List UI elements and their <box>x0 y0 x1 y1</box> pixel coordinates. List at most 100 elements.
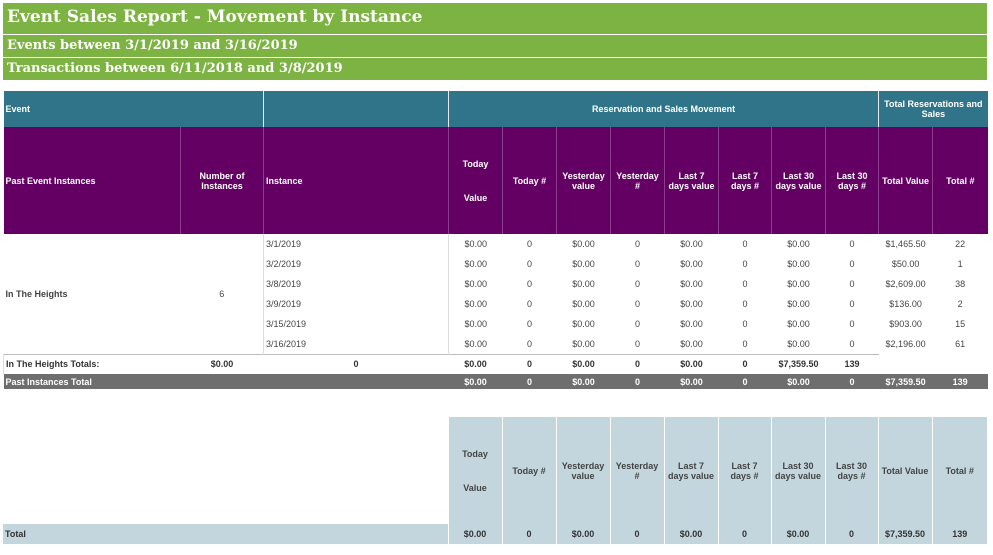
cell-value: 38 <box>955 279 966 289</box>
cell-value: $50.00 <box>891 259 920 269</box>
transactions-range: Transactions between 6/11/2018 and 3/8/2… <box>3 58 987 80</box>
cell-value: 0 <box>609 524 664 544</box>
header-last7-value: Last 7 days value <box>664 127 719 234</box>
header-row-columns: Past Event Instances Number of Instances… <box>3 127 988 234</box>
cell-value: $0.00 <box>787 319 810 329</box>
cell-value: 0 <box>849 319 855 329</box>
header-last7-value: Last 7 days value <box>663 417 718 524</box>
cell-value: 1 <box>957 259 963 269</box>
header-past-event-instances: Past Event Instances <box>3 127 181 234</box>
cell-value: 139 <box>931 524 987 544</box>
cell-value: 0 <box>718 374 772 389</box>
cell-value: 0 <box>849 239 855 249</box>
cell-value: $0.00 <box>448 353 503 374</box>
cell-value: $0.00 <box>680 279 703 289</box>
cell-value: $0.00 <box>663 524 718 544</box>
instance-date: 3/2/2019 <box>263 254 449 274</box>
cell-value: 0 <box>742 239 748 249</box>
cell-value: $0.00 <box>572 279 595 289</box>
header-today-value-b: Value <box>463 192 488 203</box>
cell-value: 0 <box>742 279 748 289</box>
cell-value: 0 <box>501 524 556 544</box>
cell-value: $0.00 <box>448 294 503 314</box>
table-row: In The Heights 6 3/1/2019 $0.00 0 $0.00 0 $0.00… <box>4 234 988 299</box>
header-today-value: Today Value <box>448 127 503 234</box>
cell-value: 0 <box>527 338 533 349</box>
cell-value: 0 <box>717 524 771 544</box>
cell-value: 0 <box>825 374 879 389</box>
event-totals-label: In The Heights Totals: <box>3 353 181 374</box>
cell-value: 0 <box>849 299 855 309</box>
cell-value: 139 <box>825 353 879 374</box>
cell-value: $0.00 <box>680 239 703 249</box>
header-yesterday-num: Yesterday # <box>609 417 664 524</box>
table-row: 3/15/2019 $0.00 0 $0.00 0 $0.00 0 $0.00 0 $903.00… <box>4 314 988 334</box>
events-range: Events between 3/1/2019 and 3/16/2019 <box>3 35 987 57</box>
cell-value: 0 <box>742 319 748 329</box>
cell-value: $0.00 <box>787 279 810 289</box>
cell-value: 139 <box>932 374 988 389</box>
cell-value: 0 <box>610 353 665 374</box>
cell-value: 2 <box>957 299 963 309</box>
cell-value: $0.00 <box>572 239 595 249</box>
table-row: 3/2/2019 $0.00 0 $0.00 0 $0.00 0 $0.00 0 $50.00 1 <box>4 254 988 274</box>
cell-value: $0.00 <box>448 374 503 389</box>
header-yesterday-value: Yesterday value <box>556 127 611 234</box>
instance-date: 3/8/2019 <box>263 274 449 294</box>
instance-date: 3/15/2019 <box>263 314 449 334</box>
cell-value: 0 <box>527 319 533 329</box>
cell-value: $0.00 <box>770 524 825 544</box>
header-yesterday-num: Yesterday # <box>610 127 665 234</box>
cell-value: $0.00 <box>787 239 810 249</box>
report-title: Event Sales Report - Movement by Instanc… <box>3 3 987 34</box>
cell-value: 0 <box>718 353 772 374</box>
cell-value: 0 <box>849 338 855 349</box>
past-instances-total-row: Past Instances Total $0.00 0 $0.00 0 $0.… <box>3 374 988 389</box>
cell-value: $0.00 <box>555 524 610 544</box>
cell-value: $0.00 <box>448 234 503 254</box>
cell-value: $0.00 <box>448 274 503 294</box>
cell-value: 61 <box>955 339 966 349</box>
cell-value: $0.00 <box>572 299 595 309</box>
cell-value: 15 <box>955 319 966 329</box>
cell-value: 0 <box>635 259 641 269</box>
cell-value: $0.00 <box>787 299 810 309</box>
cell-value: 0 <box>635 239 641 249</box>
cell-value: $0.00 <box>680 319 703 329</box>
header-last7-num: Last 7 days # <box>718 127 772 234</box>
header-today-value-a: Today <box>462 158 489 169</box>
cell-value: 22 <box>955 239 966 249</box>
header-today-num: Today # <box>501 417 556 524</box>
header-today-value-b: Value <box>463 482 487 493</box>
cell-value: $2,196.00 <box>885 339 926 349</box>
movement-table: Event Reservation and Sales Movement Tot… <box>3 91 988 389</box>
cell-value: 0 <box>824 524 878 544</box>
grand-header-row: Today Value Today # Yesterday value Yeste… <box>3 417 987 524</box>
header-total-num: Total # <box>932 127 988 234</box>
cell-value: 0 <box>742 259 748 269</box>
header-last30-num: Last 30 days # <box>824 417 878 524</box>
cell-value: 0 <box>849 259 855 269</box>
header-yesterday-value: Yesterday value <box>555 417 610 524</box>
cell-value: $136.00 <box>889 299 922 309</box>
cell-value: 0 <box>610 374 665 389</box>
grand-total-label: Total <box>3 524 448 544</box>
header-event: Event <box>3 91 264 127</box>
instance-date: 3/1/2019 <box>263 234 449 254</box>
cell-value: $0.00 <box>572 338 595 349</box>
cell-value: $903.00 <box>889 319 922 329</box>
cell-value: $2,609.00 <box>885 279 926 289</box>
cell-value: 0 <box>527 259 533 269</box>
table-row: 3/8/2019 $0.00 0 $0.00 0 $0.00 0 $0.00 0 $2,609.0… <box>4 274 988 294</box>
cell-value: 0 <box>849 279 855 289</box>
cell-value: 0 <box>263 353 449 374</box>
instance-date: 3/9/2019 <box>263 294 449 314</box>
cell-value: $7,359.50 <box>878 374 933 389</box>
cell-value: $0.00 <box>572 259 595 269</box>
header-instance: Instance <box>263 127 449 234</box>
header-total-reservations: Total Reservations and Sales <box>878 91 988 127</box>
grand-total-row: Total $0.00 0 $0.00 0 $0.00 0 $0.00 0 $7… <box>3 524 987 544</box>
cell-value: $0.00 <box>448 334 503 354</box>
cell-value: 0 <box>502 353 557 374</box>
cell-value: $0.00 <box>572 319 595 329</box>
